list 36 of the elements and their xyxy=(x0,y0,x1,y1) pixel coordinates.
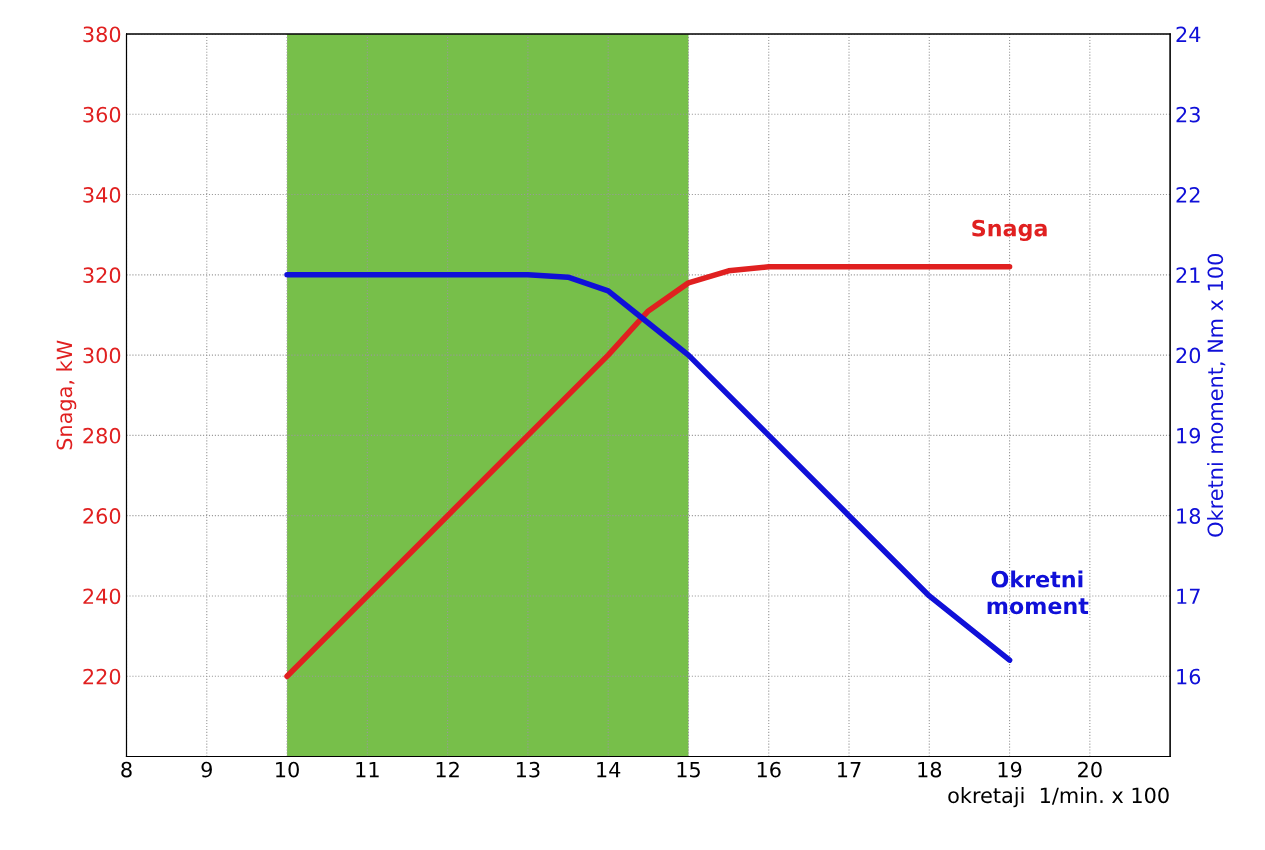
y2-axis-title: Okretni moment, Nm x 100 xyxy=(1207,254,1226,537)
x-tick-label: 12 xyxy=(436,761,459,778)
x-tick-label: 13 xyxy=(516,761,540,778)
x-tick-label: 18 xyxy=(918,761,942,778)
x-tick-label: 11 xyxy=(356,762,379,778)
x-tick-label: 19 xyxy=(998,761,1022,778)
y2-tick-label: 16 xyxy=(1177,668,1201,685)
y2-tick-label: 21 xyxy=(1176,267,1200,283)
x-tick-label: 10 xyxy=(276,761,299,778)
x-tick-label: 17 xyxy=(838,762,861,778)
y-tick-label: 380 xyxy=(83,26,121,43)
y2-tick-label: 22 xyxy=(1176,187,1200,203)
y-tick-label: 340 xyxy=(83,187,121,203)
series-label: Okretni moment xyxy=(987,570,1089,615)
x-tick-label: 16 xyxy=(757,761,781,778)
y2-tick-label: 24 xyxy=(1176,26,1201,42)
y-tick-label: 220 xyxy=(83,668,121,685)
x-axis-title: okretaji 1/min. x 100 xyxy=(948,787,1169,808)
x-tick-label: 14 xyxy=(597,762,621,778)
y-tick-label: 360 xyxy=(83,106,121,123)
y2-tick-label: 18 xyxy=(1177,508,1201,524)
y2-tick-label: 23 xyxy=(1176,106,1200,123)
series-label: Snaga xyxy=(972,219,1047,242)
y-tick-label: 280 xyxy=(83,427,121,444)
x-tick-label: 8 xyxy=(121,761,132,778)
x-tick-label: 9 xyxy=(201,761,212,778)
y-tick-label: 320 xyxy=(83,267,121,284)
y2-tick-label: 17 xyxy=(1177,588,1200,604)
y2-tick-label: 20 xyxy=(1176,347,1201,364)
y-tick-label: 260 xyxy=(83,508,121,524)
y-tick-label: 300 xyxy=(83,347,121,364)
x-tick-label: 20 xyxy=(1078,761,1102,778)
y-tick-label: 240 xyxy=(83,588,121,605)
y-axis-title: Snaga, kW xyxy=(56,340,77,450)
x-tick-label: 15 xyxy=(677,762,700,778)
y2-tick-label: 19 xyxy=(1177,427,1201,444)
